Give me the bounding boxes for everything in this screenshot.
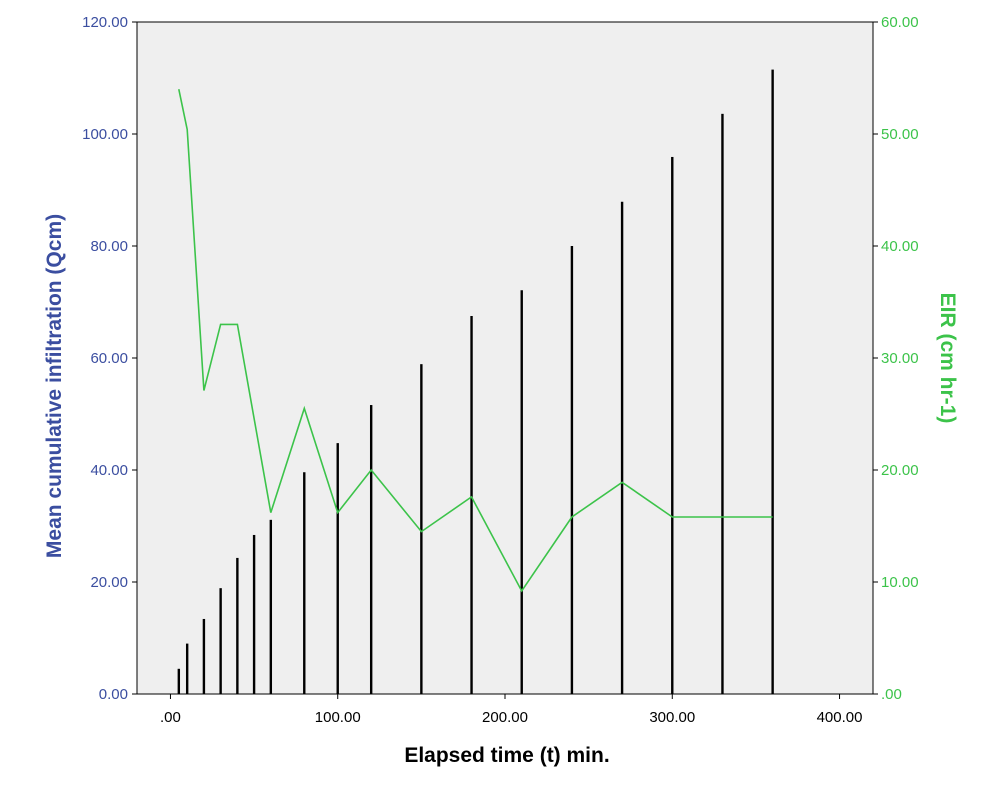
right-y-tick-label: 40.00	[881, 238, 919, 255]
bar-60	[269, 519, 273, 694]
left-y-tick-label: 20.00	[90, 574, 128, 591]
x-tick-label: 100.00	[315, 709, 361, 726]
left-y-tick-label: 100.00	[82, 126, 128, 143]
right-y-tick-label: 10.00	[881, 574, 919, 591]
bar-120	[369, 405, 373, 694]
bar-270	[620, 201, 624, 694]
eir-line	[178, 89, 773, 593]
left-y-tick-label: 80.00	[90, 238, 128, 255]
x-axis-title: Elapsed time (t) min.	[404, 744, 609, 767]
right-y-tick-label: .00	[881, 686, 902, 703]
bar-5	[177, 668, 181, 694]
right-y-tick-label: 30.00	[881, 350, 919, 367]
bars-layer	[177, 69, 774, 695]
right-y-tick-label: 50.00	[881, 126, 919, 143]
left-y-axis-title: Mean cumulative infiltration (Qcm)	[43, 214, 66, 558]
axes-layer: 0.00 20.00 40.00 60.00 80.00 100.00 120.00 .00 1…	[82, 14, 918, 726]
bar-360	[771, 69, 774, 695]
left-y-tick-label: 60.00	[90, 350, 128, 367]
bar-80	[303, 472, 306, 694]
plot-area	[136, 21, 874, 695]
bar-40	[236, 557, 239, 694]
bar-100	[336, 443, 339, 694]
right-y-axis-title: EIR (cm hr-1)	[936, 293, 959, 424]
bar-300	[671, 156, 674, 694]
bar-30	[219, 588, 222, 694]
left-y-tick-label: 40.00	[90, 462, 128, 479]
x-tick-label: 300.00	[649, 709, 695, 726]
bar-210	[520, 290, 523, 694]
bar-240	[570, 246, 574, 694]
bar-10	[185, 643, 189, 694]
right-y-tick-label: 20.00	[881, 462, 919, 479]
x-tick-label: .00	[160, 709, 181, 726]
bar-150	[420, 364, 423, 694]
x-tick-label: 200.00	[482, 709, 528, 726]
bar-330	[721, 113, 724, 695]
bar-50	[252, 534, 256, 694]
line-layer	[178, 89, 773, 593]
right-y-tick-label: 60.00	[881, 14, 919, 31]
bar-180	[470, 316, 473, 694]
left-y-tick-label: 120.00	[82, 14, 128, 31]
bar-20	[202, 618, 206, 694]
left-y-tick-label: 0.00	[99, 686, 128, 703]
x-tick-label: 400.00	[817, 709, 863, 726]
